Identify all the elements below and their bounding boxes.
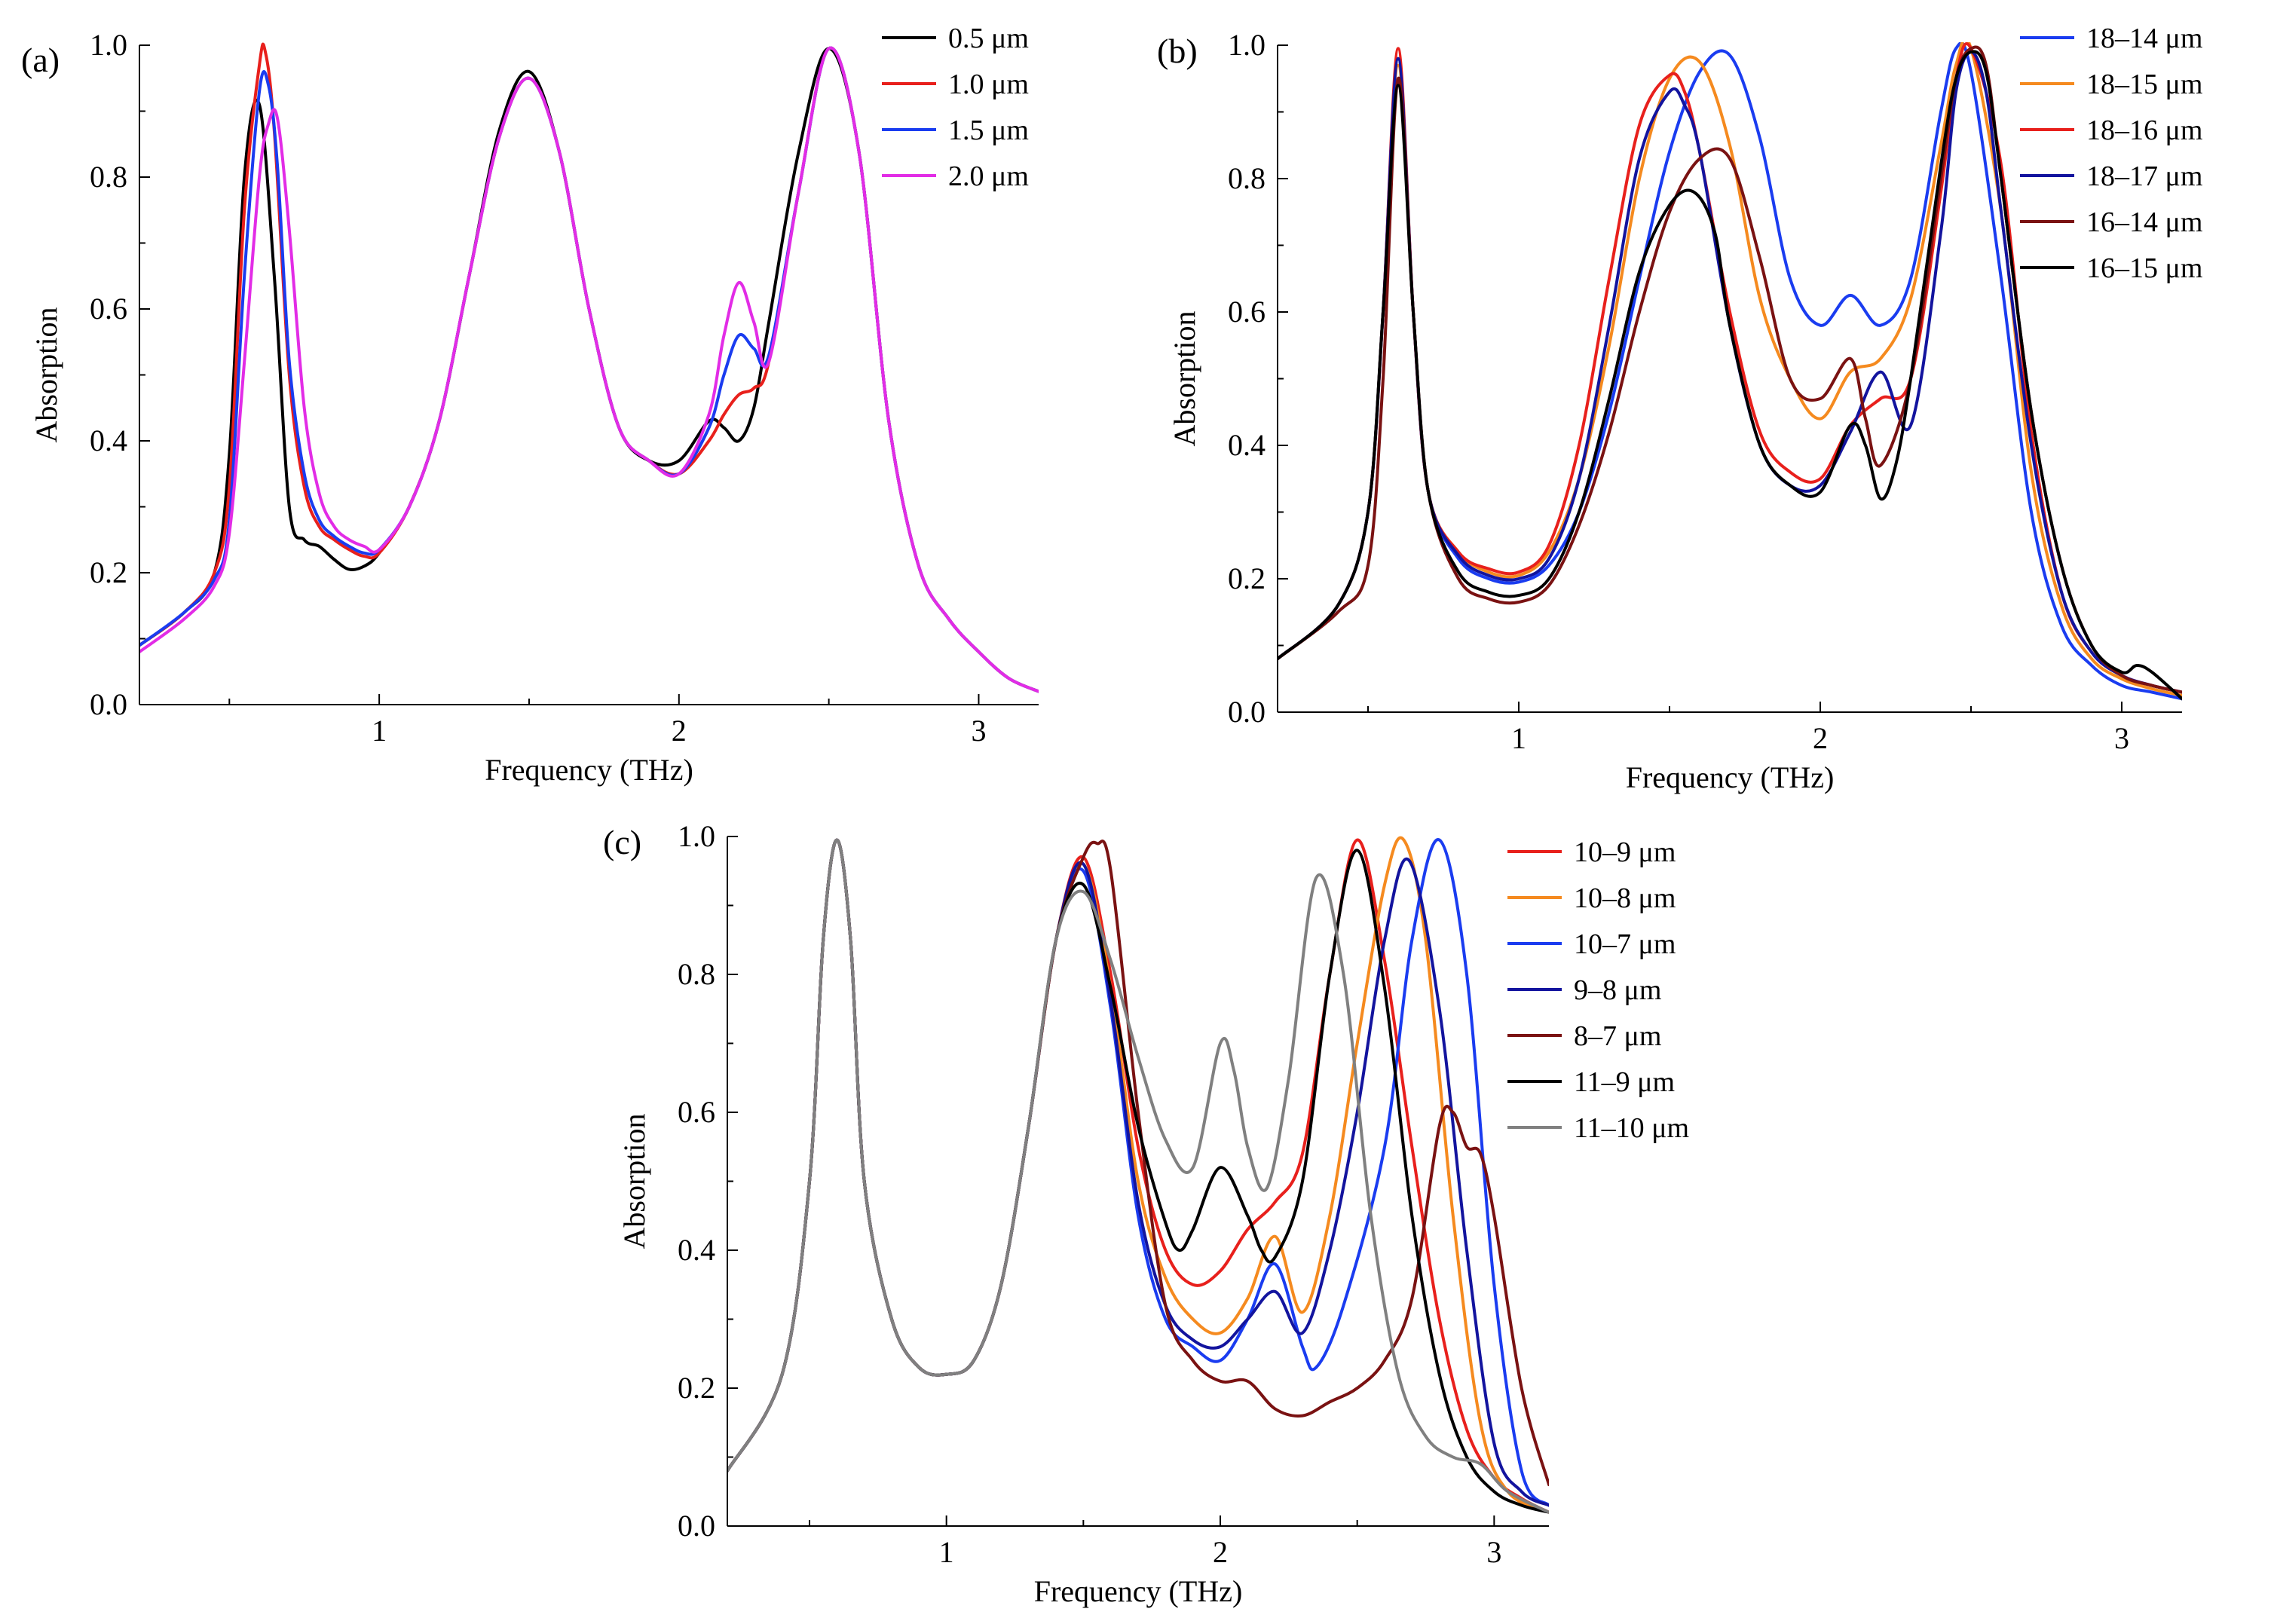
x-tick-label: 1 [939,1535,954,1569]
x-tick-label: 2 [1813,721,1828,755]
y-tick-label: 0.0 [1228,695,1266,729]
series-line-5 [1278,50,2182,701]
y-tick-label: 1.0 [678,819,715,853]
x-axis-title: Frequency (THz) [485,753,693,787]
legend-label: 9–8 μm [1574,974,1661,1006]
y-tick-label: 0.2 [1228,561,1266,595]
y-tick-label: 0.6 [90,292,127,326]
series-line-2 [139,46,1039,693]
y-tick-label: 0.4 [1228,428,1266,462]
legend: 10–9 μm 10–8 μm 10–7 μm 9–8 μm 8–7 μm 11–9 μm… [1507,836,1689,1144]
y-tick-label: 0.8 [678,957,715,991]
legend-label: 1.5 μm [948,115,1029,146]
panel-label: (c) [603,823,641,861]
x-tick-label: 1 [372,714,387,748]
legend-label: 0.5 μm [948,23,1029,54]
legend-label: 10–9 μm [1574,836,1676,868]
x-axis-title: Frequency (THz) [1626,760,1835,794]
y-tick-label: 0.0 [90,687,127,721]
y-axis-title: Absorption [29,307,63,443]
series-line-3 [139,46,1039,693]
legend-label: 10–7 μm [1574,928,1676,960]
y-tick-label: 1.0 [90,28,127,62]
y-axis-title: Absorption [617,1114,651,1249]
y-tick-label: 1.0 [1228,28,1266,62]
y-tick-label: 0.6 [1228,295,1266,329]
legend-label: 18–15 μm [2086,69,2202,100]
legend-label: 11–9 μm [1574,1066,1675,1098]
legend-label: 1.0 μm [948,69,1029,100]
legend-label: 16–15 μm [2086,252,2202,284]
y-tick-label: 0.4 [678,1233,715,1267]
series-line-1 [1278,42,2182,697]
x-tick-label: 1 [1511,721,1526,755]
y-tick-label: 0.8 [90,160,127,194]
legend-label: 11–10 μm [1574,1112,1689,1144]
x-tick-label: 3 [1486,1535,1501,1569]
legend: 0.5 μm 1.0 μm 1.5 μm 2.0 μm [882,23,1029,192]
x-tick-label: 3 [971,714,986,748]
legend-label: 18–16 μm [2086,115,2202,146]
y-tick-label: 0.4 [90,424,127,457]
panel-label: (b) [1157,32,1198,70]
panel-label: (a) [21,41,60,79]
y-axis-title: Absorption [1168,311,1201,447]
panel-2: 1 2 3 0.0 0.2 0.4 0.6 0.8 1.0 (c) Frequency (THz) A… [603,819,1689,1608]
series-group [1278,42,2182,701]
panel-1: 1 2 3 0.0 0.2 0.4 0.6 0.8 1.0 (b) Frequency (THz) A… [1157,23,2202,794]
x-tick-label: 2 [1213,1535,1228,1569]
series-group [139,42,1039,693]
legend-label: 8–7 μm [1574,1020,1661,1052]
x-axis-title: Frequency (THz) [1034,1574,1243,1608]
legend-label: 18–17 μm [2086,161,2202,192]
x-tick-label: 2 [672,714,687,748]
y-tick-label: 0.6 [678,1095,715,1129]
y-tick-label: 0.2 [678,1371,715,1405]
legend-label: 16–14 μm [2086,206,2202,238]
legend-label: 18–14 μm [2086,23,2202,54]
panel-0: 1 2 3 0.0 0.2 0.4 0.6 0.8 1.0 (a) Frequency (THz) A… [21,23,1039,787]
y-tick-label: 0.2 [90,555,127,589]
x-tick-label: 3 [2114,721,2129,755]
legend-label: 2.0 μm [948,161,1029,192]
legend: 18–14 μm 18–15 μm 18–16 μm 18–17 μm 16–14 μm… [2020,23,2202,284]
series-line-6 [727,838,1549,1514]
y-tick-label: 0.8 [1228,161,1266,195]
legend-label: 10–8 μm [1574,882,1676,914]
y-tick-label: 0.0 [678,1509,715,1543]
series-group [727,836,1549,1514]
